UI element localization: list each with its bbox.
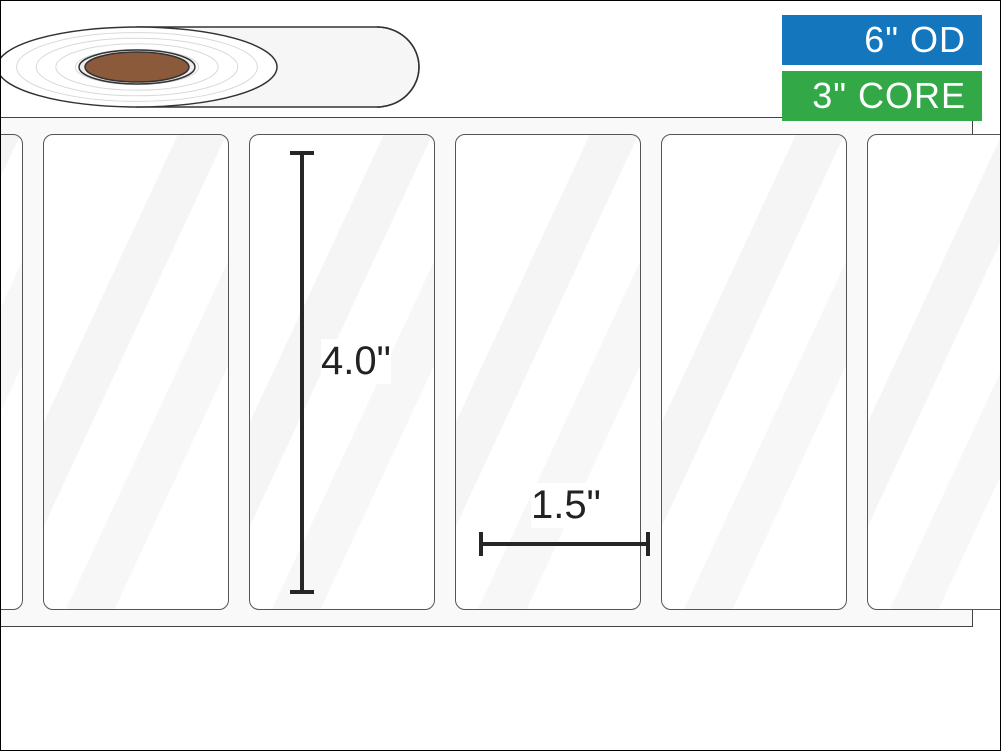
label-roll-icon [0,1,519,121]
badge-core: 3" CORE [782,71,982,121]
width-dimension-label: 1.5" [531,483,601,528]
label-tile [867,134,1001,610]
label-tile [0,134,23,610]
badge-core-text: 3" CORE [812,75,966,116]
badge-outer-diameter: 6" OD [782,15,982,65]
badge-od-text: 6" OD [864,19,966,60]
label-tile [43,134,229,610]
label-tile [661,134,847,610]
spec-badges: 6" OD 3" CORE [782,15,982,121]
diagram-canvas: 6" OD 3" CORE 4.0" 1.5" [0,0,1001,751]
height-dimension-label: 4.0" [321,339,391,384]
